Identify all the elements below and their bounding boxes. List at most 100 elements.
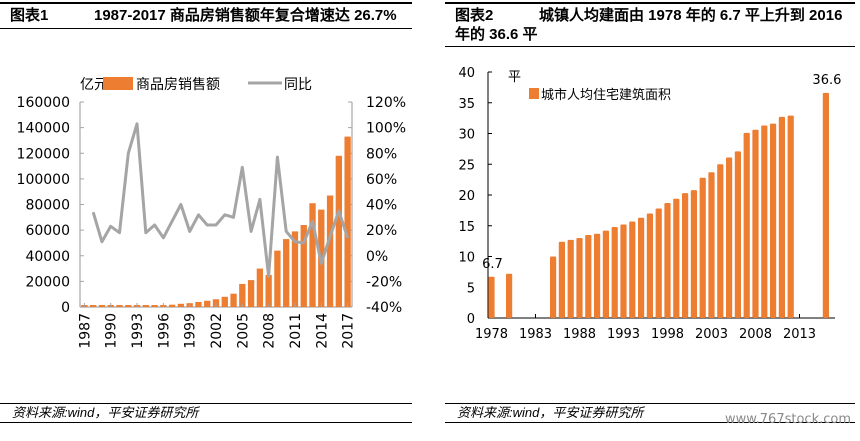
bar-2004 (717, 164, 724, 318)
bar-2013 (309, 203, 316, 307)
bar-2009 (274, 250, 281, 307)
bar-1978 (488, 276, 495, 318)
bar-2012 (300, 225, 307, 307)
figure-2-label: 图表2 (455, 7, 494, 24)
figure-1-label: 图表1 (10, 7, 49, 24)
bar-2016 (822, 92, 829, 318)
bar-1998 (664, 202, 671, 318)
left-tick-label: 40000 (25, 249, 70, 265)
y-tick-label: 5 (467, 281, 475, 296)
x-tick-label: 1998 (651, 327, 684, 342)
bar-2002 (699, 177, 706, 318)
bar-2015 (326, 195, 334, 307)
figure-1-source: 资料来源:wind，平安证券研究所 (12, 405, 199, 420)
x-tick-label: 2002 (209, 313, 225, 349)
chart-2: 0 5 10 15 20 25 30 35 40 1978 1983 1988 1993 1998 2003… (458, 66, 841, 342)
legend-line-label: 同比 (284, 77, 312, 93)
watermark: www.767stock.com (724, 412, 851, 427)
x-tick-label: 1988 (563, 327, 596, 342)
bar-1986 (558, 241, 565, 318)
bar-1989 (585, 234, 592, 318)
x-tick-label: 2008 (262, 313, 278, 349)
bar-2011 (291, 231, 299, 307)
x-tick-label: 2017 (341, 313, 357, 349)
x-tick-label: 2011 (288, 313, 304, 349)
yoy-line (91, 122, 350, 278)
bar-1993 (620, 224, 627, 318)
y-tick-label: 40 (458, 66, 475, 81)
bar-2005 (239, 283, 246, 307)
bar-2008 (752, 129, 759, 318)
bar-1988 (90, 305, 97, 307)
right-tick-label: 20% (366, 223, 397, 239)
y-axis-unit: 亿元 (80, 77, 108, 93)
figure-1-title-text: 1987-2017 商品房销售额年复合增速达 26.7% (94, 7, 397, 24)
bar-1998 (177, 303, 185, 307)
bar-1991 (602, 230, 609, 318)
x-tick-label: 1993 (607, 327, 640, 342)
bar-1995 (151, 305, 158, 307)
title-bottom-rule (0, 28, 412, 29)
bar-2007 (256, 268, 264, 307)
y-tick-label: 0 (467, 312, 475, 327)
data-label-2016: 36.6 (812, 73, 841, 88)
bar-1980 (506, 273, 513, 318)
left-tick-label: 160000 (17, 95, 70, 111)
bar-1994 (629, 221, 636, 318)
bar-1995 (638, 217, 645, 318)
title-bottom-rule (445, 46, 855, 47)
bar-2011 (778, 116, 785, 319)
bar-1991 (116, 305, 123, 307)
bar-2004 (230, 293, 237, 307)
left-tick-label: 100000 (17, 172, 70, 188)
legend-label: 城市人均住宅建筑面积 (541, 87, 671, 103)
bar-2003 (221, 296, 228, 307)
bar-2003 (708, 172, 715, 318)
y-tick-label: 25 (458, 158, 475, 173)
y-tick-label: 15 (458, 220, 475, 235)
bar-2008 (265, 274, 272, 307)
source-bottom-rule (445, 422, 855, 423)
legend-bar-swatch (103, 77, 133, 90)
bar-2016 (335, 155, 342, 307)
figure-2-title-line1: 城镇人均建面由 1978 年的 6.7 平上升到 2016 (539, 7, 843, 24)
y-tick-label: 30 (458, 128, 475, 143)
bar-1990 (594, 233, 601, 318)
left-tick-label: 140000 (17, 121, 70, 137)
y-tick-label: 35 (458, 97, 475, 112)
right-tick-label: 80% (366, 146, 397, 162)
bar-2005 (726, 157, 733, 318)
chart-1: 0 20000 40000 60000 80000 100000 120000 140000 1… (17, 77, 406, 349)
x-tick-label: 2003 (695, 327, 728, 342)
source-bottom-rule (0, 422, 412, 423)
x-tick-label: 1978 (475, 327, 508, 342)
bar-1985 (550, 256, 557, 318)
right-tick-label: -20% (366, 274, 402, 290)
figure-2-title-line2: 年的 36.6 平 (455, 26, 538, 43)
x-tick-label: 2008 (739, 327, 772, 342)
bar-2001 (204, 300, 211, 307)
bar-2009 (761, 125, 768, 318)
x-tick-label: 1987 (77, 313, 93, 349)
right-tick-label: 120% (366, 95, 406, 111)
bar-2007 (743, 132, 750, 318)
bar-1992 (125, 305, 132, 307)
bar-1997 (168, 304, 176, 307)
x-tick-label: 1990 (104, 313, 120, 349)
x-tick-label: 2013 (783, 327, 816, 342)
bar-2006 (247, 280, 255, 307)
bar-1992 (611, 226, 618, 318)
left-tick-label: 120000 (17, 146, 70, 162)
left-tick-label: 0 (61, 300, 70, 316)
bar-2006 (734, 151, 741, 318)
bar-1988 (576, 238, 583, 318)
title-top-rule (0, 2, 412, 4)
bar-1997 (655, 208, 662, 318)
bar-1999 (673, 198, 680, 318)
bar-1989 (98, 305, 106, 307)
x-tick-label: 2014 (314, 313, 330, 349)
data-label-1978: 6.7 (482, 257, 503, 272)
right-tick-label: -40% (366, 300, 402, 316)
bar-2012 (787, 115, 794, 318)
bar-2000 (682, 193, 689, 318)
